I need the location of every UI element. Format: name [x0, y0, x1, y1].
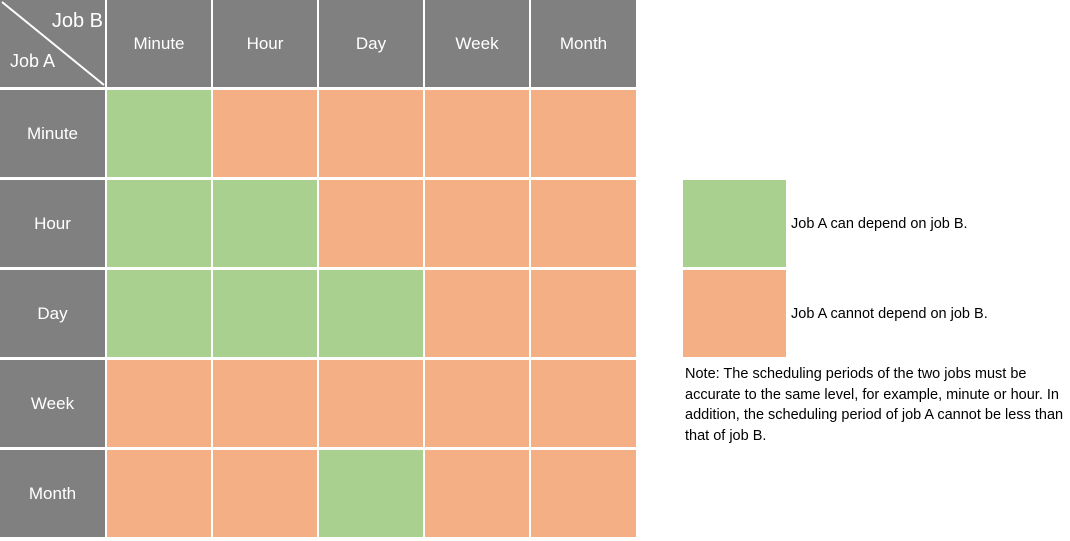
- matrix-cell-minute-week-cannot: [425, 90, 529, 177]
- matrix-cell-hour-month-cannot: [531, 180, 636, 267]
- legend-swatch-cannot: [683, 270, 786, 357]
- matrix-cell-month-day-can: [319, 450, 423, 537]
- matrix-cell-day-hour-can: [213, 270, 317, 357]
- matrix-cell-week-minute-cannot: [107, 360, 211, 447]
- matrix-cell-week-day-cannot: [319, 360, 423, 447]
- legend-label-can: Job A can depend on job B.: [791, 216, 968, 232]
- matrix-cell-day-month-cannot: [531, 270, 636, 357]
- row-header-month: Month: [0, 450, 105, 537]
- matrix-cell-day-day-can: [319, 270, 423, 357]
- matrix-cell-week-week-cannot: [425, 360, 529, 447]
- column-header-day: Day: [319, 0, 423, 87]
- row-header-minute: Minute: [0, 90, 105, 177]
- matrix-cell-week-hour-cannot: [213, 360, 317, 447]
- matrix-cell-day-week-cannot: [425, 270, 529, 357]
- matrix-cell-month-week-cannot: [425, 450, 529, 537]
- column-header-month: Month: [531, 0, 636, 87]
- job-a-axis-label: Job A: [10, 51, 56, 71]
- column-header-minute: Minute: [107, 0, 211, 87]
- matrix-cell-week-month-cannot: [531, 360, 636, 447]
- legend-swatch-can: [683, 180, 786, 267]
- matrix-cell-hour-day-cannot: [319, 180, 423, 267]
- diagonal-divider: [1, 1, 105, 86]
- legend-label-cannot: Job A cannot depend on job B.: [791, 306, 988, 322]
- matrix-cell-hour-minute-can: [107, 180, 211, 267]
- matrix-cell-hour-week-cannot: [425, 180, 529, 267]
- matrix-cell-minute-day-cannot: [319, 90, 423, 177]
- matrix-cell-minute-month-cannot: [531, 90, 636, 177]
- column-header-hour: Hour: [213, 0, 317, 87]
- row-header-hour: Hour: [0, 180, 105, 267]
- dependency-matrix: Job B Job A Minute Hour Day Week Month Minute…: [0, 0, 636, 537]
- column-header-week: Week: [425, 0, 529, 87]
- matrix-cell-day-minute-can: [107, 270, 211, 357]
- matrix-corner-header: Job B Job A: [0, 0, 105, 87]
- matrix-cell-minute-minute-can: [107, 90, 211, 177]
- job-b-axis-label: Job B: [51, 10, 103, 32]
- matrix-cell-minute-hour-cannot: [213, 90, 317, 177]
- matrix-cell-month-minute-cannot: [107, 450, 211, 537]
- matrix-cell-month-month-cannot: [531, 450, 636, 537]
- matrix-cell-month-hour-cannot: [213, 450, 317, 537]
- matrix-cell-hour-hour-can: [213, 180, 317, 267]
- row-header-week: Week: [0, 360, 105, 447]
- row-header-day: Day: [0, 270, 105, 357]
- scheduling-note: Note: The scheduling periods of the two …: [685, 366, 1064, 444]
